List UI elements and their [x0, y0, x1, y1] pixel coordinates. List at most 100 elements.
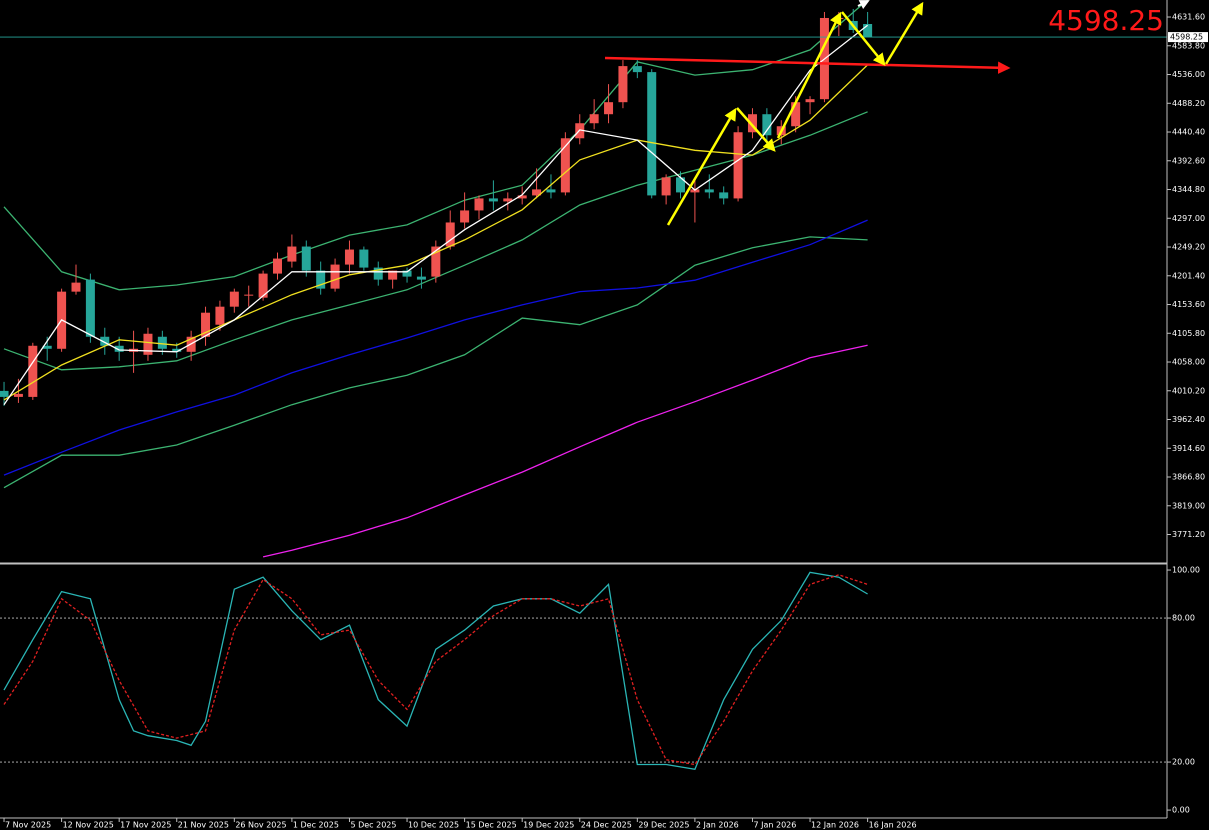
candle-body	[747, 114, 757, 133]
candle-body	[0, 390, 9, 397]
candle-body	[85, 279, 95, 337]
x-tick-label: 26 Nov 2025	[235, 821, 286, 830]
price-pane	[0, 0, 1167, 558]
candle-body	[474, 198, 484, 211]
candle-body	[42, 345, 52, 349]
y-tick-label: 4631.60	[1172, 13, 1205, 22]
y-tick-label: 3914.60	[1172, 444, 1205, 453]
candle-body	[100, 336, 110, 346]
y-tick-label: 3771.20	[1172, 530, 1205, 539]
candle-body	[618, 66, 628, 103]
candle-body	[647, 72, 657, 196]
candle-body	[733, 132, 743, 199]
x-tick-label: 16 Jan 2026	[869, 821, 917, 830]
moving-average-line	[3, 64, 869, 401]
y-tick-label: 4536.00	[1172, 70, 1205, 79]
y-tick-label: 3962.40	[1172, 415, 1205, 424]
stochastic-line	[3, 574, 868, 766]
wave-arrow	[666, 107, 737, 226]
candle-body	[215, 306, 225, 325]
price-tag	[1168, 32, 1208, 43]
candle-body	[157, 336, 167, 349]
white-arrow	[857, 0, 870, 10]
x-tick-label: 7 Nov 2025	[5, 821, 51, 830]
candle-body	[258, 273, 268, 298]
candle-body	[503, 198, 513, 202]
x-tick-label: 2 Jan 2026	[696, 821, 739, 830]
candle-body	[344, 249, 354, 265]
current-price-big: 4598.25	[1048, 4, 1164, 37]
candle-body	[373, 267, 383, 280]
resistance-arrow	[604, 56, 1011, 75]
y-tick-label: 4105.80	[1172, 329, 1205, 338]
y-tick-label: 0.00	[1172, 806, 1190, 815]
y-tick-label: 80.00	[1172, 614, 1195, 623]
y-tick-label: 100.00	[1172, 566, 1200, 575]
candle-body	[632, 66, 642, 73]
candle-body	[114, 345, 124, 352]
price-tag-label: 4598.25	[1170, 33, 1203, 42]
candle-body	[416, 276, 426, 280]
indicator-line	[3, 219, 868, 476]
x-tick-label: 24 Dec 2025	[581, 821, 632, 830]
y-tick-label: 4440.40	[1172, 128, 1205, 137]
candle-body	[690, 189, 700, 193]
y-tick-label: 4344.80	[1172, 185, 1205, 194]
candle-body	[172, 348, 182, 352]
indicator-line	[3, 0, 869, 291]
candle-body	[791, 102, 801, 127]
indicator-line	[262, 344, 868, 558]
candle-body	[431, 246, 441, 277]
y-tick-label: 4010.20	[1172, 386, 1205, 395]
y-tick-label: 4583.80	[1172, 41, 1205, 50]
y-tick-label: 4488.20	[1172, 99, 1205, 108]
wave-arrow	[736, 107, 776, 152]
y-tick-label: 4249.20	[1172, 243, 1205, 252]
candle-body	[301, 246, 311, 271]
y-tick-label: 4392.60	[1172, 156, 1205, 165]
candle-body	[661, 177, 671, 196]
candle-body	[560, 138, 570, 193]
x-tick-label: 12 Jan 2026	[811, 821, 859, 830]
candle-body	[330, 264, 340, 289]
candle-body	[229, 291, 239, 307]
wave-arrow	[776, 11, 842, 139]
drawings	[604, 0, 1011, 226]
x-tick-label: 21 Nov 2025	[178, 821, 229, 830]
stochastic-line	[3, 571, 868, 771]
indicator-line	[3, 236, 868, 489]
candle-body	[805, 99, 815, 103]
candle-body	[143, 333, 153, 355]
candle-body	[532, 189, 542, 196]
x-tick-label: 19 Dec 2025	[523, 821, 574, 830]
candle-body	[28, 345, 38, 397]
x-tick-label: 1 Dec 2025	[293, 821, 339, 830]
candle-body	[589, 114, 599, 124]
candle-body	[287, 246, 297, 262]
y-tick-label: 3819.00	[1172, 501, 1205, 510]
candle-body	[13, 393, 23, 397]
y-tick-label: 4153.60	[1172, 300, 1205, 309]
candle-body	[460, 210, 470, 223]
candle-body	[388, 270, 398, 280]
y-tick-label: 4058.00	[1172, 358, 1205, 367]
candle-body	[546, 189, 556, 193]
candle-body	[719, 192, 729, 199]
candle-body	[316, 270, 326, 289]
candle-body	[704, 189, 714, 193]
wave-arrow	[841, 11, 886, 66]
y-tick-label: 3866.80	[1172, 473, 1205, 482]
x-tick-label: 29 Dec 2025	[638, 821, 689, 830]
candle-body	[273, 258, 283, 274]
x-tick-label: 7 Jan 2026	[753, 821, 796, 830]
x-tick-label: 12 Nov 2025	[63, 821, 114, 830]
candle-body	[488, 198, 498, 202]
candle-body	[762, 114, 772, 136]
candle-body	[604, 102, 614, 115]
x-tick-label: 5 Dec 2025	[350, 821, 396, 830]
x-tick-label: 15 Dec 2025	[466, 821, 517, 830]
candle-body	[201, 312, 211, 337]
candle-body	[863, 23, 873, 38]
